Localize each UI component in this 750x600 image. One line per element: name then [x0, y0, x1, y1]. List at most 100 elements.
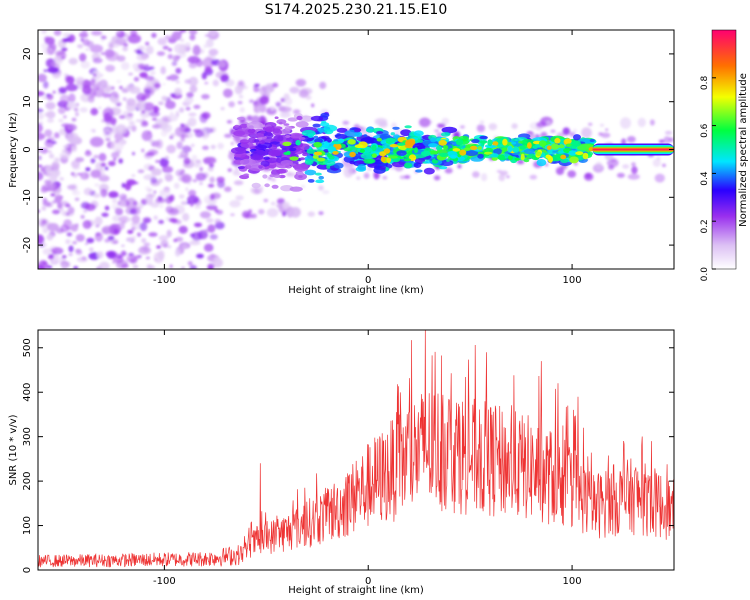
- spectrogram-noise-blob: [102, 107, 114, 119]
- spectrogram-noise-blob: [188, 112, 197, 117]
- spectrogram-noise-blob: [150, 201, 160, 208]
- spectrogram-noise-blob: [46, 265, 53, 269]
- spectrogram-noise-blob: [165, 195, 173, 204]
- spectrogram-noise-blob: [90, 107, 99, 116]
- spectrogram-noise-blob: [66, 132, 79, 144]
- spectrogram-noise-blob: [65, 239, 71, 245]
- spectrogram-noise-blob: [404, 175, 411, 179]
- spectrogram-noise-blob: [63, 115, 67, 119]
- spectrogram-noise-blob: [38, 132, 46, 141]
- spectrogram-noise-blob: [189, 34, 196, 41]
- spectrogram-noise-blob: [44, 139, 55, 148]
- spectrogram-noise-blob: [116, 55, 126, 62]
- spectrogram-noise-blob: [207, 263, 215, 269]
- spectrogram-noise-blob: [47, 118, 54, 123]
- snr-frame: [37, 329, 675, 571]
- spectrogram-noise-blob: [143, 242, 151, 247]
- spectrogram-signal-blob: [417, 136, 422, 139]
- spectrogram-noise-blob: [311, 103, 315, 108]
- spectrogram-peak-blob: [376, 137, 382, 142]
- spectrogram-signal-blob: [276, 119, 287, 125]
- spectrogram-peak-blob: [383, 148, 391, 154]
- spectrogram-noise-blob: [230, 213, 235, 216]
- spectrogram-noise-blob: [42, 47, 54, 55]
- spectrogram-noise-blob: [141, 238, 147, 243]
- spectrogram-noise-blob: [444, 167, 453, 174]
- spectrogram-noise-blob: [75, 234, 85, 242]
- spectrogram-noise-blob: [194, 205, 201, 209]
- spectrogram-noise-blob: [160, 66, 166, 75]
- spectrogram-noise-blob: [58, 118, 64, 123]
- spectrogram-noise-blob: [567, 170, 577, 178]
- spectrogram-signal-blob: [430, 137, 437, 143]
- spectrogram-noise-blob: [605, 128, 609, 131]
- spectrogram-noise-blob: [140, 95, 147, 102]
- spectrogram-noise-blob: [98, 175, 110, 182]
- snr-series-line: [38, 330, 674, 568]
- spectrogram-noise-blob: [121, 182, 126, 188]
- colorbar-tick-label: 0.6: [700, 123, 710, 138]
- snr-y-label: SNR (10 * v/v): [8, 414, 19, 485]
- spectrogram-peak-blob: [399, 145, 407, 151]
- spectrogram-noise-blob: [127, 229, 134, 234]
- spectrogram-signal-blob: [465, 150, 479, 157]
- spectrogram-noise-blob: [130, 30, 138, 37]
- spectrogram-noise-blob: [137, 63, 145, 69]
- colorbar-tick-label: 0.4: [700, 171, 710, 186]
- spectrogram-peak-blob: [312, 155, 319, 159]
- spectrogram-noise-blob: [173, 182, 180, 189]
- spectrogram-noise-blob: [145, 41, 150, 46]
- spectrogram-peak-blob: [438, 139, 448, 146]
- spectrogram-noise-blob: [185, 187, 189, 192]
- x-tick-label: 100: [563, 275, 582, 286]
- spectrogram-noise-blob: [363, 172, 370, 179]
- spectrogram-noise-blob: [90, 158, 96, 164]
- spectrogram-noise-blob: [163, 243, 168, 248]
- spectrogram-noise-blob: [38, 234, 45, 245]
- spectrogram-signal-blob: [354, 128, 361, 133]
- spectrogram-noise-blob: [175, 169, 185, 177]
- spectrogram-noise-blob: [118, 115, 126, 119]
- spectrogram-noise-blob: [144, 75, 155, 81]
- spectrogram-noise-blob: [153, 215, 158, 220]
- spectrogram-noise-blob: [212, 258, 223, 268]
- spectrogram-noise-blob: [42, 248, 51, 255]
- spectrogram-signal-blob: [363, 134, 368, 137]
- spectrogram-peak-blob: [538, 140, 547, 147]
- spectrogram-noise-blob: [38, 209, 41, 213]
- spectrogram-noise-blob: [234, 85, 243, 95]
- spectrogram-peak-blob: [435, 145, 443, 151]
- spectrogram-noise-blob: [174, 43, 184, 54]
- spectrogram-signal-blob: [289, 147, 297, 152]
- spectrogram-signal-blob: [259, 140, 266, 145]
- spectrogram-noise-blob: [637, 117, 646, 128]
- spectrogram-noise-blob: [112, 198, 118, 203]
- spectrogram-signal-blob: [362, 158, 376, 164]
- spectrogram-noise-blob: [174, 249, 181, 257]
- spectrogram-peak-blob: [449, 154, 457, 159]
- spectrogram-noise-blob: [196, 253, 204, 259]
- spectrogram-noise-blob: [80, 60, 91, 69]
- spectrogram-noise-blob: [206, 218, 214, 223]
- spectrogram-noise-blob: [60, 210, 67, 216]
- spectrogram-noise-blob: [128, 121, 135, 126]
- spectrogram-noise-blob: [126, 255, 138, 263]
- spectrogram-signal-blob: [280, 160, 293, 166]
- spectrogram-noise-blob: [253, 87, 260, 93]
- spectrogram-signal-blob: [365, 128, 374, 133]
- spectrogram-noise-blob: [45, 93, 51, 97]
- spectrogram-peak-blob: [492, 141, 499, 146]
- spectrogram-peak-blob: [439, 152, 449, 157]
- spectrogram-noise-blob: [224, 133, 232, 138]
- spectrogram-noise-blob: [64, 37, 72, 42]
- spectrogram-noise-blob: [43, 69, 48, 73]
- spectrogram-noise-blob: [85, 167, 91, 172]
- spectrogram-signal-blob: [239, 158, 256, 166]
- spectrogram-signal-blob: [396, 150, 407, 156]
- spectrogram-noise-blob: [67, 206, 75, 214]
- spectrogram-noise-blob: [89, 44, 104, 53]
- spectrogram-noise-blob: [71, 117, 77, 122]
- spectrogram-noise-blob: [216, 176, 225, 183]
- spectrogram-noise-blob: [44, 112, 52, 117]
- spectrogram-noise-blob: [305, 95, 312, 100]
